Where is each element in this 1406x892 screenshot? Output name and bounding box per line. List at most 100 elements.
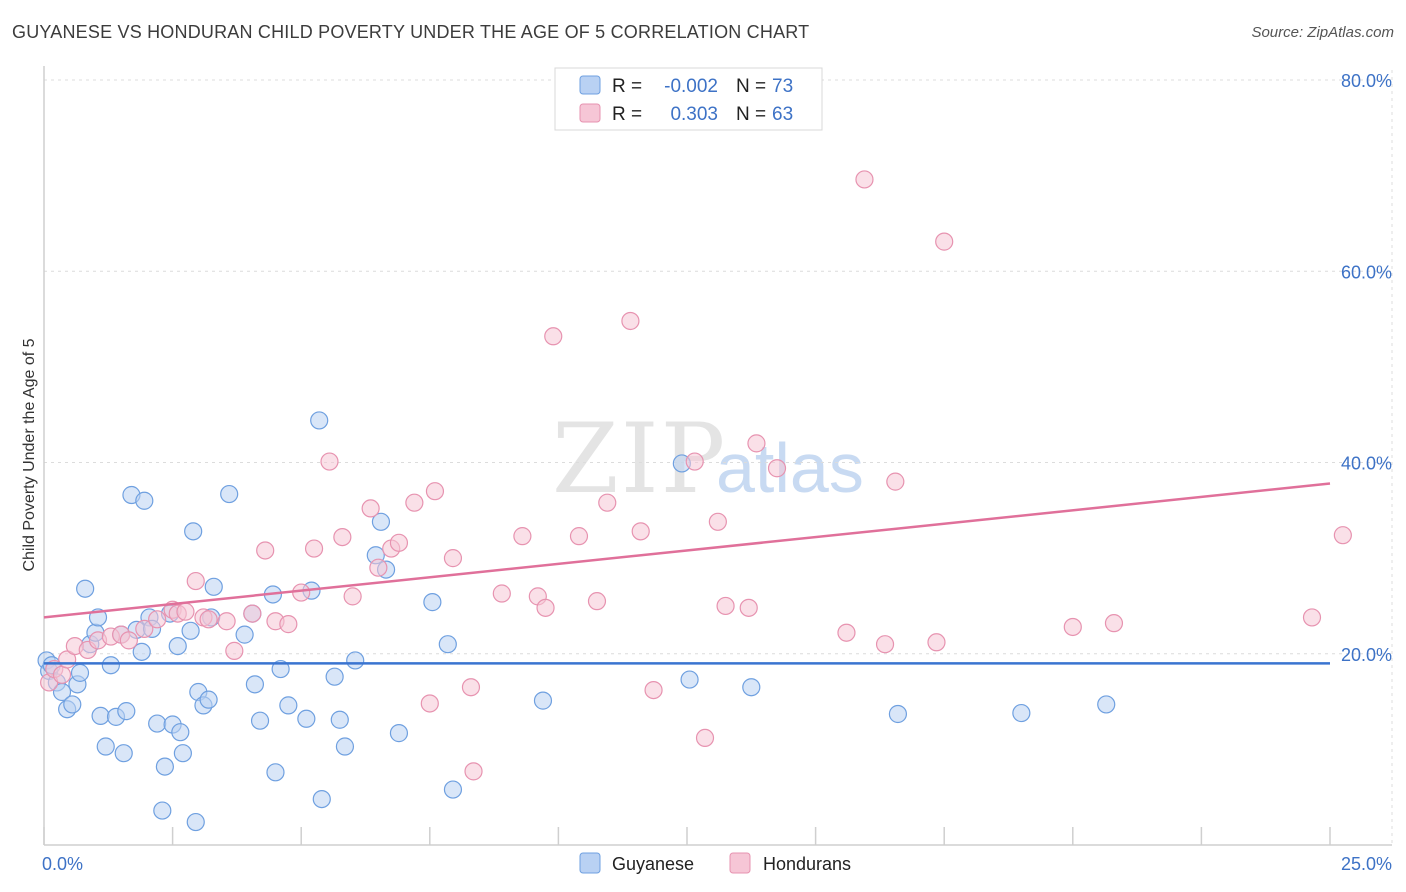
guyanese-point-45 bbox=[245, 675, 265, 694]
axes bbox=[43, 66, 1392, 846]
hondurans-point-61 bbox=[927, 633, 946, 652]
series-legend: Guyanese Hondurans bbox=[579, 852, 851, 874]
guyanese-point-70 bbox=[888, 704, 908, 724]
hondurans-point-49 bbox=[644, 680, 663, 700]
guyanese-point-57 bbox=[335, 737, 355, 756]
guyanese-point-41 bbox=[204, 577, 223, 596]
guyanese-point-18 bbox=[114, 744, 133, 763]
hondurans-point-57 bbox=[837, 623, 856, 642]
guyanese-point-60 bbox=[371, 512, 391, 531]
x-tick-label-1: 25.0% bbox=[1341, 854, 1392, 874]
correlation-legend: R = -0.002 N = 73 R = 0.303 N = 63 bbox=[554, 67, 823, 131]
bottom-legend-swatch-hondurans bbox=[729, 852, 751, 874]
guyanese-point-31 bbox=[168, 636, 187, 656]
bottom-legend-label-hondurans: Hondurans bbox=[763, 854, 851, 874]
legend-r-value-guyanese: -0.002 bbox=[664, 76, 718, 97]
hondurans-point-45 bbox=[587, 592, 607, 611]
guyanese-point-36 bbox=[186, 812, 205, 832]
hondurans-point-66 bbox=[1333, 526, 1352, 545]
hondurans-point-11 bbox=[148, 610, 167, 629]
guyanese-point-39 bbox=[199, 690, 218, 709]
hondurans-point-37 bbox=[461, 678, 481, 697]
guyanese-point-65 bbox=[443, 780, 463, 799]
legend-r-value-hondurans: 0.303 bbox=[670, 104, 718, 125]
hondurans-point-14 bbox=[176, 602, 195, 621]
guyanese-point-15 bbox=[101, 656, 120, 675]
hondurans-point-38 bbox=[464, 762, 483, 781]
tick-labels: 20.0% 40.0% 60.0% 80.0% 0.0% 25.0% bbox=[42, 71, 1392, 874]
hondurans-point-43 bbox=[544, 327, 563, 346]
guyanese-point-28 bbox=[155, 757, 174, 776]
guyanese-point-26 bbox=[148, 714, 167, 733]
bottom-legend-swatch-guyanese bbox=[579, 852, 601, 874]
hondurans-point-15 bbox=[186, 571, 205, 591]
hondurans-point-9 bbox=[119, 631, 138, 650]
bottom-legend-label-guyanese: Guyanese bbox=[612, 854, 694, 874]
hondurans-point-10 bbox=[135, 619, 154, 638]
guyanese-point-49 bbox=[271, 659, 290, 679]
guyanese-point-32 bbox=[171, 723, 190, 742]
guyanese-point-69 bbox=[742, 678, 761, 697]
hondurans-point-65 bbox=[1302, 608, 1322, 627]
guyanese-point-19 bbox=[117, 702, 136, 721]
hondurans-point-48 bbox=[631, 522, 650, 541]
hondurans-point-59 bbox=[875, 635, 895, 654]
legend-swatch-guyanese bbox=[579, 75, 601, 95]
legend-n-value-guyanese: 73 bbox=[772, 76, 793, 97]
hondurans-trend-line bbox=[43, 482, 1331, 619]
y-tick-label-0: 20.0% bbox=[1341, 645, 1392, 665]
guyanese-point-62 bbox=[389, 724, 409, 743]
hondurans-point-2 bbox=[52, 665, 72, 684]
hondurans-point-33 bbox=[405, 493, 424, 512]
guyanese-point-71 bbox=[1012, 703, 1031, 723]
hondurans-points bbox=[40, 170, 1352, 781]
hondurans-point-25 bbox=[304, 539, 324, 558]
x-tick-label-0: 0.0% bbox=[42, 854, 83, 874]
guyanese-point-35 bbox=[184, 522, 203, 541]
hondurans-point-40 bbox=[513, 527, 532, 546]
guyanese-point-23 bbox=[135, 491, 154, 510]
hondurans-point-58 bbox=[855, 170, 874, 189]
hondurans-point-55 bbox=[747, 434, 766, 453]
hondurans-point-28 bbox=[343, 587, 362, 606]
hondurans-point-23 bbox=[279, 615, 298, 634]
hondurans-point-20 bbox=[243, 604, 262, 623]
hondurans-point-60 bbox=[886, 472, 905, 491]
hondurans-point-27 bbox=[333, 527, 352, 547]
guyanese-point-51 bbox=[297, 709, 316, 728]
hondurans-point-50 bbox=[685, 452, 704, 471]
hondurans-point-42 bbox=[536, 598, 555, 617]
y-tick-label-1: 40.0% bbox=[1341, 454, 1392, 474]
hondurans-point-24 bbox=[292, 583, 311, 602]
hondurans-point-47 bbox=[621, 311, 640, 331]
legend-n-label-hondurans: N = bbox=[736, 104, 766, 125]
guyanese-point-48 bbox=[266, 763, 285, 782]
guyanese-point-55 bbox=[325, 667, 344, 686]
guyanese-point-8 bbox=[70, 663, 90, 682]
y-axis-label: Child Poverty Under the Age of 5 bbox=[21, 338, 38, 571]
hondurans-point-18 bbox=[217, 612, 236, 631]
guyanese-point-6 bbox=[63, 695, 82, 714]
hondurans-point-26 bbox=[320, 452, 339, 471]
hondurans-point-39 bbox=[492, 584, 511, 603]
hondurans-point-51 bbox=[695, 728, 715, 748]
source-label: Source: ZipAtlas.com bbox=[1251, 24, 1394, 41]
guyanese-point-9 bbox=[76, 579, 95, 598]
guyanese-point-63 bbox=[423, 593, 442, 612]
guyanese-point-72 bbox=[1097, 695, 1116, 714]
legend-r-label-hondurans: R = bbox=[612, 104, 642, 125]
hondurans-point-17 bbox=[199, 610, 218, 629]
hondurans-point-30 bbox=[369, 558, 388, 577]
chart-title: GUYANESE VS HONDURAN CHILD POVERTY UNDER… bbox=[12, 22, 810, 42]
y-tick-label-3: 80.0% bbox=[1341, 71, 1392, 91]
watermark-atlas: atlas bbox=[716, 429, 864, 507]
hondurans-point-64 bbox=[1104, 614, 1124, 633]
hondurans-point-35 bbox=[425, 482, 445, 501]
guyanese-point-53 bbox=[310, 411, 329, 430]
guyanese-point-13 bbox=[91, 706, 110, 726]
guyanese-point-66 bbox=[533, 691, 553, 710]
hondurans-point-46 bbox=[598, 493, 617, 512]
trend-lines bbox=[43, 482, 1331, 665]
guyanese-point-50 bbox=[279, 696, 298, 715]
